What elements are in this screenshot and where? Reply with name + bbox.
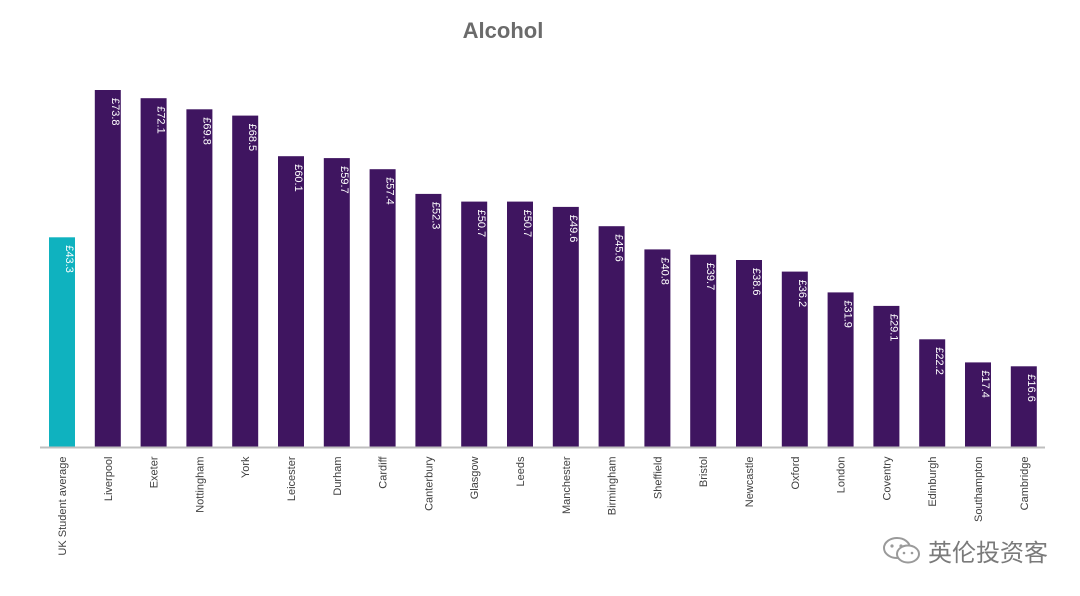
- data-label: £60.1: [292, 164, 304, 192]
- bar-leeds: [507, 201, 533, 447]
- bar-sheffield: [644, 249, 671, 447]
- x-tick-label: Cardiff: [378, 456, 390, 489]
- x-tick-label: Sheffield: [652, 457, 664, 500]
- x-tick-label: Cambridge: [1019, 457, 1031, 511]
- bar-coventry: [873, 305, 900, 447]
- data-label: £68.5: [246, 124, 258, 152]
- bar-london: [827, 292, 854, 447]
- data-label: £57.4: [384, 177, 396, 205]
- x-tick-label: Newcastle: [744, 457, 756, 508]
- x-tick-label: Canterbury: [423, 456, 435, 511]
- data-label: £72.1: [155, 106, 167, 134]
- watermark-text: 英伦投资客: [928, 539, 1048, 567]
- bar-glasgow: [461, 201, 488, 447]
- x-tick-label: Edinburgh: [927, 457, 939, 507]
- bar-cardiff: [369, 169, 396, 447]
- data-label: £36.2: [796, 280, 808, 308]
- x-tick-label: Leeds: [515, 456, 527, 486]
- bar-southampton: [965, 362, 991, 447]
- bar-uk-student-average: [49, 237, 75, 447]
- bar-edinburgh: [919, 339, 946, 447]
- bar-liverpool: [94, 90, 121, 447]
- bar-birmingham: [598, 226, 625, 447]
- data-label: £43.3: [63, 245, 75, 273]
- x-tick-label: London: [836, 457, 848, 494]
- bar-bristol: [690, 254, 717, 447]
- data-label: £45.6: [613, 234, 625, 262]
- x-tick-label: UK Student average: [57, 457, 69, 556]
- x-tick-label: Glasgow: [469, 456, 481, 499]
- data-label: £50.7: [475, 210, 487, 238]
- x-tick-label: Leicester: [286, 456, 298, 501]
- data-label: £49.6: [567, 215, 579, 243]
- x-tick-label: Bristol: [698, 457, 710, 488]
- data-label: £73.8: [109, 98, 121, 126]
- data-label: £40.8: [658, 257, 670, 285]
- bar-canterbury: [415, 193, 442, 447]
- x-tick-label: Manchester: [561, 456, 573, 514]
- x-tick-label: Southampton: [973, 457, 985, 522]
- bar-york: [232, 115, 259, 447]
- x-tick-label: Oxford: [790, 457, 802, 490]
- data-label: £29.1: [887, 314, 899, 342]
- bar-nottingham: [186, 109, 213, 447]
- data-label: £17.4: [979, 370, 991, 398]
- data-label: £52.3: [429, 202, 441, 230]
- bar-newcastle: [736, 260, 762, 447]
- data-label: £59.7: [338, 166, 350, 194]
- data-label: £50.7: [521, 210, 533, 238]
- bar-oxford: [781, 271, 808, 447]
- x-tick-label: Birmingham: [607, 457, 619, 516]
- data-label: £16.6: [1025, 374, 1037, 402]
- x-tick-label: Liverpool: [103, 457, 115, 502]
- bar-cambridge: [1010, 366, 1037, 447]
- x-tick-label: York: [240, 456, 252, 478]
- data-label: £39.7: [704, 263, 716, 291]
- bar-leicester: [278, 156, 304, 447]
- data-label: £22.2: [933, 347, 945, 375]
- data-label: £31.9: [842, 300, 854, 328]
- x-tick-label: Durham: [332, 457, 344, 496]
- data-label: £69.8: [200, 117, 212, 145]
- bar-durham: [323, 158, 350, 447]
- bar-exeter: [140, 98, 167, 447]
- x-tick-label: Coventry: [881, 456, 893, 501]
- bar-manchester: [552, 206, 579, 447]
- x-tick-label: Exeter: [149, 456, 161, 488]
- data-label: £38.6: [750, 268, 762, 296]
- x-tick-label: Nottingham: [194, 457, 206, 513]
- wechat-icon: [882, 536, 922, 566]
- chart-title: Alcohol: [462, 18, 544, 43]
- watermark: 英伦投资客: [882, 533, 1048, 568]
